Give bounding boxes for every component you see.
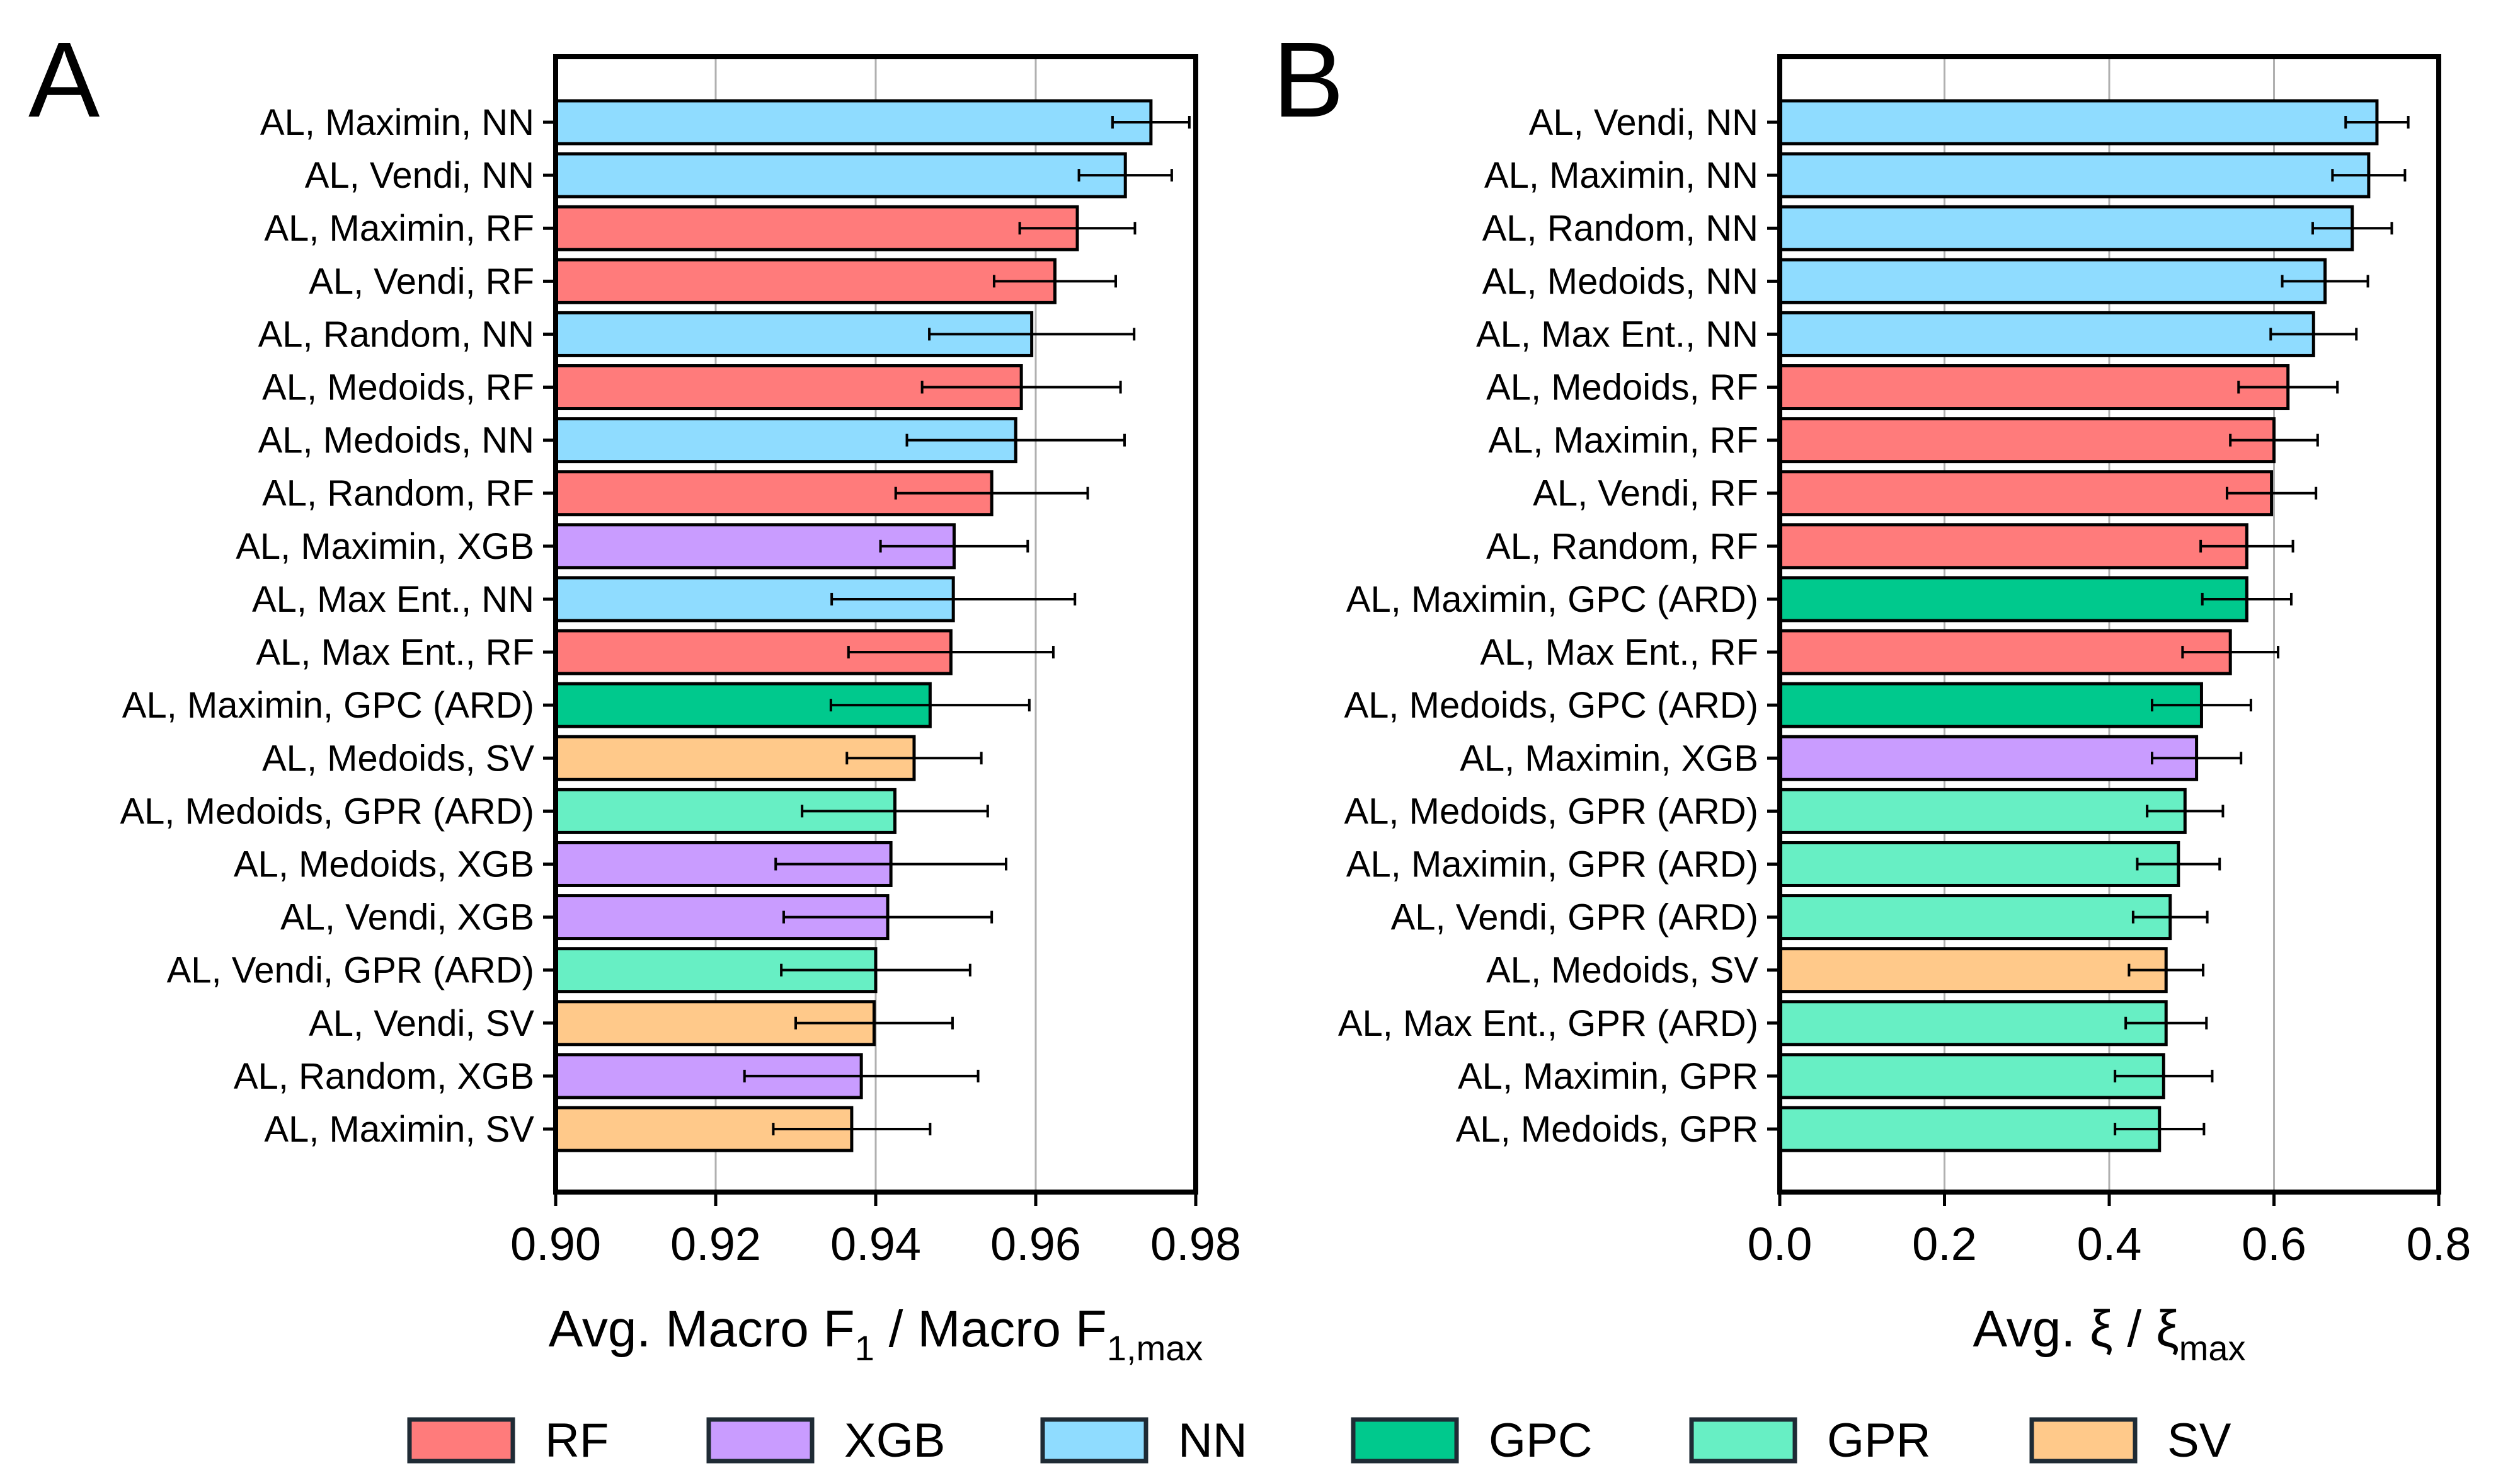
category-label: AL, Random, RF	[1486, 526, 1758, 567]
x-tick-label: 0.90	[510, 1218, 601, 1270]
bar	[1778, 629, 2232, 675]
category-label: AL, Vendi, NN	[305, 155, 534, 196]
bar	[1778, 364, 2290, 411]
bar	[1778, 523, 2248, 570]
bar	[554, 99, 1153, 146]
bar	[554, 629, 953, 675]
category-label: AL, Max Ent., GPR (ARD)	[1338, 1003, 1758, 1044]
category-label: AL, Vendi, RF	[1533, 473, 1758, 514]
category-label: AL, Random, NN	[1482, 208, 1758, 249]
legend-label-sv: SV	[2167, 1414, 2231, 1467]
category-label: AL, Vendi, XGB	[280, 897, 534, 938]
legend-swatch-xgb	[706, 1417, 815, 1464]
category-label: AL, Maximin, GPR (ARD)	[1346, 844, 1758, 885]
x-tick-label: 0.6	[2242, 1218, 2306, 1270]
x-tick-label: 0.94	[830, 1218, 921, 1270]
bar	[1778, 1000, 2168, 1047]
x-tick-label: 0.8	[2407, 1218, 2471, 1270]
x-tick-label: 0.2	[1912, 1218, 1977, 1270]
category-label: AL, Vendi, SV	[309, 1003, 534, 1044]
category-label: AL, Maximin, NN	[260, 102, 534, 143]
category-label: AL, Medoids, XGB	[234, 844, 534, 885]
category-label: AL, Medoids, RF	[262, 367, 534, 408]
panel-a-letter: A	[28, 20, 100, 140]
legend-swatch-gpc	[1351, 1417, 1459, 1464]
legend-label-nn: NN	[1178, 1414, 1247, 1467]
bar	[1778, 894, 2172, 941]
category-label: AL, Random, NN	[258, 314, 534, 355]
category-label: AL, Vendi, NN	[1529, 102, 1758, 143]
category-label: AL, Maximin, XGB	[1460, 738, 1758, 779]
category-label: AL, Max Ent., NN	[1476, 314, 1758, 355]
legend-swatch-sv	[2029, 1417, 2138, 1464]
category-label: AL, Max Ent., RF	[1480, 632, 1758, 673]
category-label: AL, Maximin, SV	[264, 1109, 534, 1150]
bar	[1778, 205, 2354, 251]
category-label: AL, Medoids, GPR	[1456, 1109, 1758, 1150]
category-label: AL, Maximin, GPC (ARD)	[1346, 579, 1758, 620]
bar	[1778, 1053, 2165, 1099]
legend-label-gpc: GPC	[1489, 1414, 1593, 1467]
panel-a-x-axis-label: Avg. Macro F1 / Macro F1,max	[549, 1300, 1203, 1368]
bar	[1778, 470, 2274, 517]
category-label: AL, Medoids, GPR (ARD)	[1344, 791, 1758, 832]
legend-label-xgb: XGB	[844, 1414, 946, 1467]
bar	[1778, 99, 2379, 146]
bar	[1778, 947, 2168, 994]
x-tick-label: 0.0	[1748, 1218, 1813, 1270]
bar	[554, 152, 1127, 198]
x-tick-label: 0.4	[2077, 1218, 2142, 1270]
bar	[1778, 788, 2187, 834]
bar	[1778, 840, 2180, 887]
category-label: AL, Maximin, NN	[1484, 155, 1758, 196]
category-label: AL, Medoids, SV	[262, 738, 534, 779]
bar	[1778, 152, 2371, 198]
x-tick-label: 0.96	[990, 1218, 1081, 1270]
category-label: AL, Max Ent., NN	[252, 579, 534, 620]
bar	[554, 258, 1057, 304]
bar	[1778, 682, 2203, 728]
category-label: AL, Random, XGB	[234, 1056, 534, 1097]
category-label: AL, Maximin, RF	[1488, 420, 1758, 461]
panel-b-frame	[1777, 54, 2441, 1195]
panel-b-letter: B	[1273, 20, 1344, 140]
bar	[1778, 576, 2248, 622]
legend-swatch-gpr	[1689, 1417, 1797, 1464]
bar	[1778, 258, 2327, 304]
bar	[1778, 1106, 2162, 1152]
x-tick-label: 0.98	[1150, 1218, 1241, 1270]
legend-swatch-rf	[407, 1417, 515, 1464]
category-label: AL, Vendi, GPR (ARD)	[1391, 897, 1758, 938]
panel-a: A AL, Maximin, NN AL, Vendi, NN AL, Maximi…	[28, 20, 1241, 1368]
category-label: AL, Medoids, GPR (ARD)	[120, 791, 534, 832]
bar	[1778, 735, 2199, 781]
panel-b-x-axis-label: Avg. ξ / ξmax	[1973, 1300, 2246, 1368]
panel-a-frame	[553, 54, 1198, 1195]
legend: RF XGB NN GPC GPR SV	[407, 1414, 2231, 1467]
category-label: AL, Maximin, RF	[264, 208, 534, 249]
category-label: AL, Random, RF	[262, 473, 534, 514]
x-tick-label: 0.92	[670, 1218, 761, 1270]
legend-label-rf: RF	[545, 1414, 609, 1467]
category-label: AL, Medoids, NN	[1482, 261, 1758, 302]
category-label: AL, Maximin, GPC (ARD)	[122, 685, 534, 726]
category-label: AL, Medoids, SV	[1486, 950, 1758, 991]
category-label: AL, Medoids, GPC (ARD)	[1344, 685, 1758, 726]
category-label: AL, Maximin, GPR	[1458, 1056, 1758, 1097]
bar	[1778, 311, 2315, 357]
category-label: AL, Max Ent., RF	[256, 632, 534, 673]
category-label: AL, Vendi, GPR (ARD)	[167, 950, 534, 991]
category-label: AL, Medoids, NN	[258, 420, 534, 461]
bar	[554, 205, 1079, 251]
legend-label-gpr: GPR	[1827, 1414, 1931, 1467]
panel-b: B AL, Vendi, NN AL, Maximin, NN AL, Random…	[1273, 20, 2471, 1368]
bar	[1778, 417, 2276, 464]
category-label: AL, Vendi, RF	[309, 261, 534, 302]
category-label: AL, Medoids, RF	[1486, 367, 1758, 408]
category-label: AL, Maximin, XGB	[236, 526, 534, 567]
legend-swatch-nn	[1040, 1417, 1148, 1464]
